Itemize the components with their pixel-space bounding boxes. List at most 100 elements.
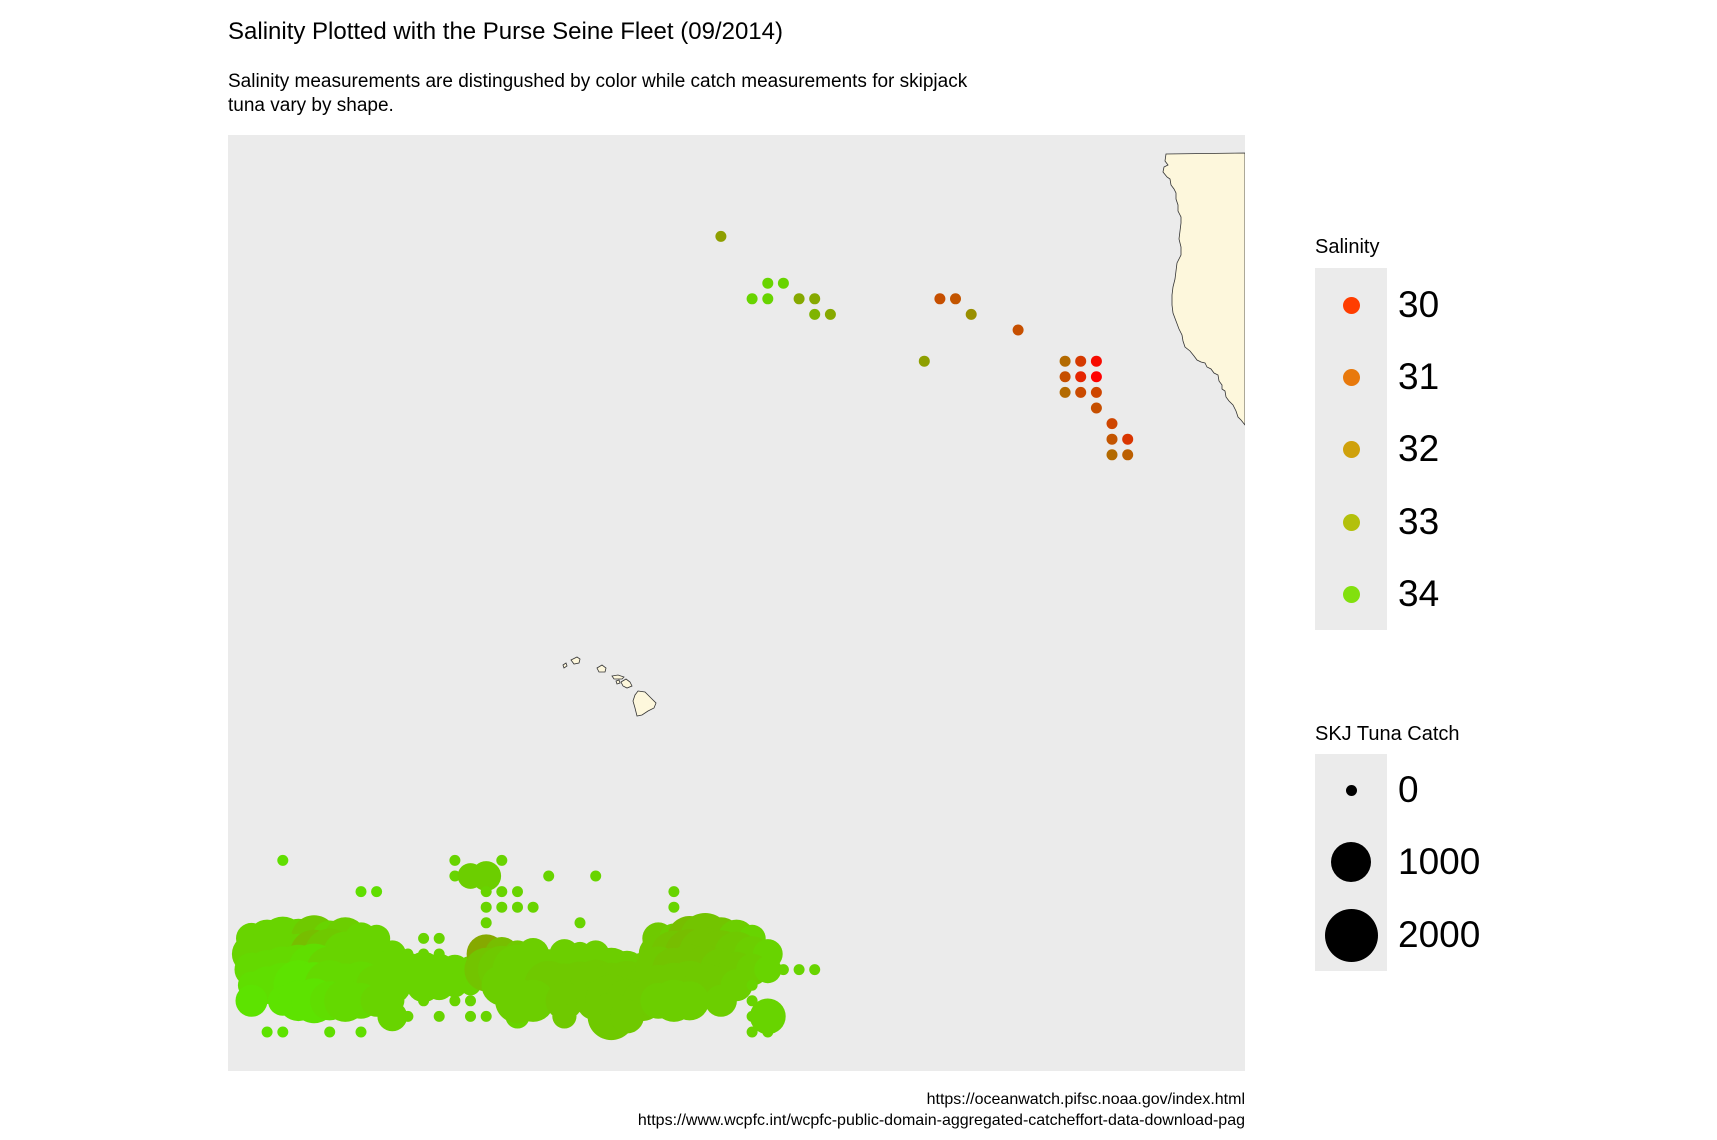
salinity-key-32 <box>1342 440 1360 458</box>
data-point <box>715 230 727 242</box>
north-america-coast <box>1162 152 1245 426</box>
data-point <box>590 870 602 882</box>
data-point <box>480 886 492 898</box>
chart-subtitle: Salinity measurements are distingushed b… <box>228 71 968 116</box>
salinity-legend-label: 30 <box>1398 284 1440 325</box>
data-point <box>668 901 680 913</box>
data-point <box>762 277 774 289</box>
data-point <box>777 277 789 289</box>
data-point <box>762 293 774 305</box>
data-point <box>471 861 502 891</box>
catch-legend-item: 2000 <box>1315 899 1495 971</box>
data-point <box>512 979 555 1022</box>
salinity-legend-item: 34 <box>1315 558 1495 630</box>
data-point <box>465 1010 476 1022</box>
data-point <box>480 901 492 913</box>
catch-legend-label: 2000 <box>1398 914 1481 955</box>
salinity-legend-item: 33 <box>1315 486 1495 558</box>
data-point <box>918 355 930 367</box>
data-point <box>277 854 289 866</box>
catch-legend-title: SKJ Tuna Catch <box>1315 723 1460 745</box>
data-point <box>235 984 268 1017</box>
data-point <box>965 308 977 320</box>
data-point <box>442 973 467 998</box>
salinity-legend-label: 31 <box>1398 356 1440 397</box>
data-point <box>1090 386 1102 398</box>
data-point <box>371 886 383 898</box>
data-point <box>418 995 430 1007</box>
data-point <box>746 979 758 991</box>
data-point <box>1090 371 1102 383</box>
data-point <box>605 948 617 960</box>
data-point <box>496 886 508 898</box>
catch-legend: 0 1000 2000 <box>1315 754 1480 971</box>
data-point <box>1059 355 1071 367</box>
data-point <box>704 984 737 1017</box>
data-point <box>1075 371 1087 383</box>
chart-title: Salinity Plotted with the Purse Seine Fl… <box>228 18 783 45</box>
data-point <box>762 1026 774 1038</box>
data-point <box>1106 449 1118 461</box>
data-point <box>1012 324 1024 336</box>
data-point <box>480 1010 492 1022</box>
data-point <box>749 998 786 1035</box>
data-point <box>934 293 946 305</box>
data-point <box>1090 355 1102 367</box>
data-point <box>793 293 805 305</box>
data-point <box>1075 386 1087 398</box>
data-point <box>433 1010 445 1022</box>
island-oahu <box>596 664 607 673</box>
data-point <box>950 293 961 305</box>
data-point <box>496 901 508 913</box>
salinity-key-31 <box>1342 368 1360 386</box>
data-points <box>231 230 1134 1041</box>
island-niihau <box>562 662 568 669</box>
data-point <box>746 293 758 305</box>
data-point <box>480 917 492 929</box>
salinity-key-30 <box>1342 296 1360 314</box>
catch-key-2000 <box>1324 908 1378 962</box>
data-point <box>809 293 821 305</box>
data-point <box>1059 371 1071 383</box>
map-plot[interactable] <box>228 135 1245 1071</box>
data-point <box>449 995 461 1007</box>
data-point <box>449 870 461 882</box>
data-point <box>574 917 586 929</box>
catch-legend-label: 0 <box>1398 769 1419 810</box>
data-point <box>377 1001 408 1032</box>
data-point <box>433 932 445 944</box>
data-point <box>746 1026 758 1038</box>
data-point <box>793 964 805 976</box>
salinity-legend-label: 32 <box>1398 428 1440 469</box>
salinity-key-34 <box>1342 585 1360 603</box>
data-point <box>261 1026 273 1038</box>
data-point <box>670 981 710 1021</box>
map-panel[interactable] <box>228 135 1245 1071</box>
data-point <box>402 1010 414 1022</box>
data-point <box>746 995 758 1007</box>
data-point <box>1122 433 1134 445</box>
salinity-legend-title: Salinity <box>1315 236 1380 258</box>
ocean-background <box>228 135 1245 1071</box>
source-caption-1: https://oceanwatch.pifsc.noaa.gov/index.… <box>926 1091 1245 1108</box>
data-point <box>543 870 555 882</box>
salinity-legend-label: 33 <box>1398 501 1440 542</box>
hawaiian-islands <box>562 656 657 717</box>
salinity-legend-item: 32 <box>1315 413 1495 485</box>
island-lanai <box>615 679 621 685</box>
data-point <box>1075 355 1087 367</box>
data-point <box>1106 433 1118 445</box>
data-point <box>809 964 821 976</box>
data-point <box>1059 386 1071 398</box>
catch-legend-label: 1000 <box>1398 841 1481 882</box>
data-point <box>1106 418 1118 430</box>
north-america-landmass <box>1162 152 1245 426</box>
data-point <box>610 999 644 1034</box>
salinity-legend-item: 30 <box>1315 269 1495 341</box>
data-point <box>418 932 430 944</box>
island-kauai <box>570 656 581 665</box>
data-point <box>1122 449 1134 461</box>
data-point <box>824 308 836 320</box>
catch-legend-item: 0 <box>1315 754 1495 826</box>
data-point <box>754 956 782 984</box>
